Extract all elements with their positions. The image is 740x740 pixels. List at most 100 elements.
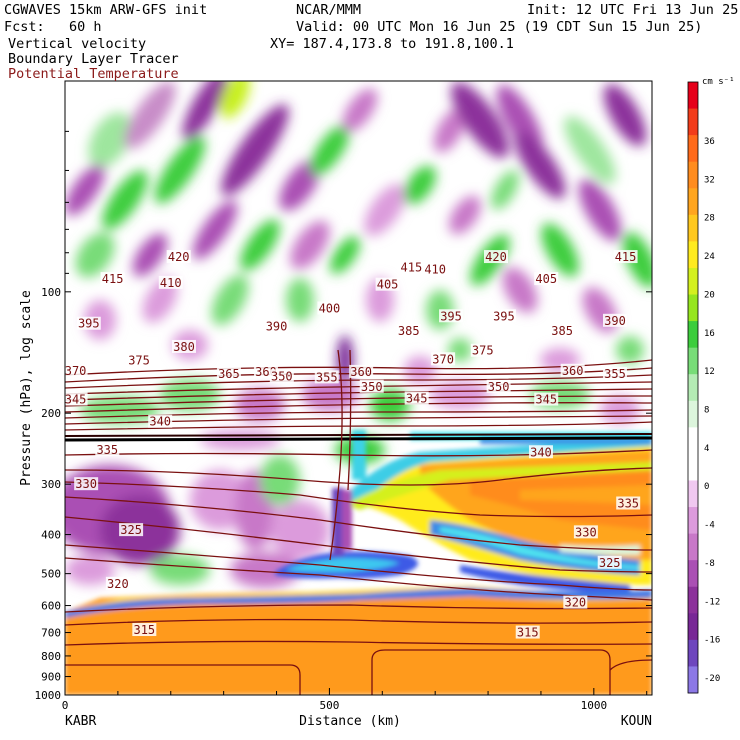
colorbar-swatch [688, 294, 698, 322]
theta-label-bg [602, 313, 627, 327]
theta-label-bg [515, 625, 540, 639]
theta-label-bg [563, 595, 588, 609]
theta-label-bg [528, 445, 553, 459]
theta-label-bg [534, 392, 559, 406]
y-tick-label: 400 [41, 529, 61, 542]
colorbar-frame [687, 81, 699, 694]
colorbar-swatch [688, 453, 698, 481]
theta-label: 415 [401, 260, 423, 274]
x-axis-title: Distance (km) [299, 714, 401, 729]
y-tick-label: 800 [41, 650, 61, 663]
theta-label-bg [359, 379, 384, 393]
theta-label: 385 [551, 324, 573, 338]
forecast-hour: Fcst: 60 h [4, 19, 102, 35]
colorbar-swatch [688, 82, 698, 110]
colorbar-swatch [688, 347, 698, 375]
colorbar-swatch [688, 533, 698, 561]
colorbar-swatch [688, 135, 698, 163]
colorbar-unit: cm s⁻¹ [702, 77, 735, 87]
y-tick-label: 500 [41, 568, 61, 581]
theta-label-bg [105, 576, 130, 590]
theta-label: 390 [266, 320, 288, 334]
x-tick-label: 500 [319, 699, 339, 712]
colorbar-label: -12 [704, 597, 720, 607]
theta-label: 335 [617, 497, 639, 511]
colorbar-label: 0 [704, 482, 709, 492]
cross-section-coords: XY= 187.4,173.8 to 191.8,100.1 [270, 36, 514, 52]
valid-time: Valid: 00 UTC Mon 16 Jun 25 (19 CDT Sun … [296, 19, 703, 35]
theta-label-bg [148, 414, 173, 428]
theta-label-bg [396, 323, 421, 337]
theta-label: 370 [65, 364, 87, 378]
theta-label-bg [491, 309, 516, 323]
theta-label: 410 [160, 276, 182, 290]
theta-label: 355 [316, 370, 338, 384]
theta-label: 380 [173, 340, 195, 354]
theta-label: 355 [604, 367, 626, 381]
model-title: CGWAVES 15km ARW-GFS init [4, 2, 208, 18]
theta-label-bg [486, 379, 511, 393]
colorbar-label: 24 [704, 252, 715, 262]
theta-label: 400 [319, 302, 341, 316]
x-tick-label: 0 [62, 699, 69, 712]
y-tick-label: 200 [41, 407, 61, 420]
colorbar-swatch [688, 161, 698, 189]
colorbar-label: -20 [704, 674, 720, 684]
colorbar-label: 32 [704, 175, 715, 185]
colorbar-label: 8 [704, 406, 709, 416]
theta-label: 335 [96, 443, 118, 457]
field-boundary-layer-tracer: Boundary Layer Tracer [8, 51, 179, 67]
theta-label: 350 [361, 380, 383, 394]
theta-label-bg [573, 525, 598, 539]
theta-label-bg [439, 309, 464, 323]
theta-label: 405 [535, 272, 557, 286]
theta-label-bg [470, 343, 495, 357]
colorbar-label: 16 [704, 329, 715, 339]
plot-frame [64, 80, 653, 696]
x-endpoint-left: KABR [65, 714, 96, 729]
colorbar-swatch [688, 427, 698, 455]
theta-label-bg [158, 275, 183, 289]
theta-label-bg [264, 319, 289, 333]
field-vertical-velocity: Vertical velocity [8, 36, 147, 52]
y-tick-label: 1000 [35, 689, 62, 702]
theta-label-bg [483, 250, 508, 264]
theta-label: 395 [440, 309, 462, 323]
theta-label-bg [95, 443, 120, 457]
theta-label: 375 [472, 344, 494, 358]
y-tick-label: 700 [41, 627, 61, 640]
theta-label: 390 [604, 314, 626, 328]
colorbar-label: -4 [704, 521, 715, 531]
colorbar-swatch [688, 639, 698, 667]
theta-label: 315 [133, 623, 155, 637]
theta-label-bg [404, 391, 429, 405]
theta-label: 395 [493, 309, 515, 323]
colorbar-label: 20 [704, 290, 715, 300]
theta-label: 320 [564, 596, 586, 610]
colorbar: 36 32 28 24 20 16 12 8 4 0 -4 -8 -12 -16 -20 [687, 81, 720, 694]
theta-label: 365 [218, 367, 240, 381]
theta-label-bg [317, 301, 342, 315]
theta-label: 320 [107, 577, 129, 591]
theta-label: 410 [424, 262, 446, 276]
theta-label-bg [65, 363, 88, 377]
theta-label: 420 [168, 250, 190, 264]
colorbar-label: 28 [704, 214, 715, 224]
colorbar-label: -16 [704, 636, 720, 646]
theta-label: 350 [271, 369, 293, 383]
colorbar-swatch [688, 586, 698, 614]
theta-contours [65, 349, 652, 695]
theta-label: 345 [406, 392, 428, 406]
theta-label: 315 [517, 626, 539, 640]
x-tick-label: 1000 [581, 699, 608, 712]
x-axis: 0 500 1000 [62, 688, 648, 712]
colorbar-swatch [688, 241, 698, 269]
theta-label-bg [216, 367, 241, 381]
colorbar-swatch [688, 214, 698, 242]
theta-label: 385 [398, 324, 420, 338]
theta-label-bg [314, 370, 339, 384]
theta-label: 395 [78, 317, 100, 331]
